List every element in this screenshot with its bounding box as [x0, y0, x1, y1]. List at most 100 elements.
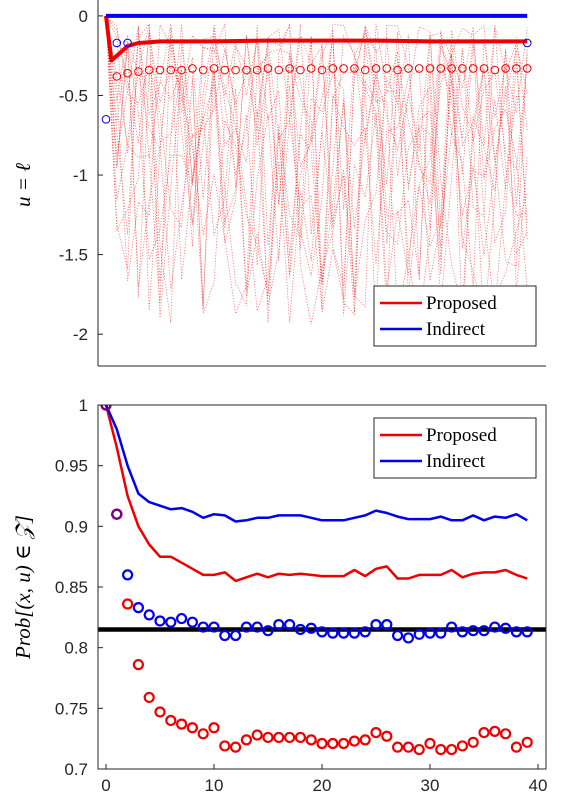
bottom-indirect-markers-marker — [240, 621, 252, 633]
bottom-indirect-markers-marker — [294, 623, 306, 636]
top-proposed-markers-marker — [285, 64, 294, 73]
top-proposed-markers-marker — [436, 64, 446, 73]
bottom-proposed-markers-marker — [186, 722, 198, 734]
top-proposed-markers-marker — [371, 64, 381, 73]
top-y-tick-label: 0 — [79, 7, 88, 26]
bottom-y-tick-label: 1 — [79, 396, 88, 415]
bottom-x-tick-label: 40 — [529, 776, 548, 795]
bottom-proposed-markers-marker — [284, 731, 296, 744]
bottom-indirect-markers-marker — [348, 627, 360, 639]
bottom-indirect-markers-marker — [370, 619, 382, 631]
top-proposed-markers-marker — [317, 65, 327, 75]
bottom-x-tick-label: 20 — [313, 776, 332, 795]
top-indirect-markers-marker — [522, 38, 532, 48]
top-proposed-markers-marker — [263, 64, 273, 73]
bottom-proposed-markers-marker — [456, 740, 468, 752]
bottom-indirect-markers-marker — [402, 632, 414, 644]
top-legend-label-indirect: Indirect — [426, 319, 486, 340]
top-proposed-markers-marker — [458, 64, 467, 73]
top-axes: 0 -0.5 -1 -1.5 -2 — [59, 0, 546, 367]
top-proposed-markers-marker — [231, 65, 240, 75]
bottom-proposed-markers-marker — [446, 743, 458, 756]
bottom-proposed-markers-marker — [381, 730, 393, 742]
bottom-indirect-markers-marker — [489, 621, 501, 633]
bottom-proposed-markers-marker — [327, 737, 339, 750]
top-legend: Proposed Indirect — [373, 285, 537, 347]
sample-trajectory-line — [105, 15, 528, 305]
bottom-legend-box — [373, 417, 537, 479]
bottom-indirect-markers-marker — [176, 612, 188, 625]
top-proposed-markers-marker — [339, 64, 348, 73]
bottom-y-tick-label: 0.7 — [64, 760, 88, 779]
bottom-x-tick-label: 10 — [205, 776, 224, 795]
top-y-tick-label: -1 — [73, 166, 88, 185]
top-proposed-markers-marker — [123, 68, 132, 78]
bottom-proposed-markers-marker — [392, 741, 404, 753]
bottom-y-tick-label: 0.85 — [55, 578, 88, 597]
bottom-proposed-markers-marker — [219, 740, 231, 752]
top-proposed-line — [104, 15, 528, 63]
bottom-overlap-markers-marker — [111, 508, 123, 520]
bottom-proposed-markers-marker — [154, 706, 166, 718]
bottom-proposed-markers-marker — [294, 731, 306, 744]
bottom-indirect-markers-marker — [316, 626, 328, 638]
bottom-indirect-markers-marker — [197, 621, 209, 633]
bottom-indirect-markers-marker — [230, 629, 242, 642]
bottom-proposed-markers-marker — [370, 726, 382, 739]
bottom-indirect-markers-marker — [165, 616, 177, 628]
top-proposed-markers-marker — [425, 64, 435, 73]
bottom-indirect-markers-marker — [143, 609, 155, 621]
bottom-proposed-markers-marker — [262, 731, 274, 744]
bottom-y-axis-label: Prob[(x, u) ∈ 𝒵] — [11, 515, 35, 660]
bottom-proposed-markers-marker — [143, 691, 155, 704]
top-proposed-markers-marker — [360, 65, 370, 75]
bottom-indirect-markers-marker — [251, 621, 263, 633]
proposed-sample-trajectories — [105, 15, 528, 326]
top-indirect-markers-marker — [123, 38, 132, 48]
top-proposed-markers-marker — [501, 64, 510, 73]
bottom-proposed-markers-marker — [305, 734, 317, 746]
bottom-proposed-markers-marker — [165, 714, 177, 727]
top-proposed-markers-marker — [274, 65, 284, 75]
sample-trajectory-line — [105, 15, 528, 321]
bottom-proposed-markers-marker — [348, 735, 360, 747]
bottom-series — [98, 405, 546, 756]
top-proposed-markers-marker — [479, 64, 489, 73]
top-proposed-markers-marker — [404, 64, 413, 73]
sample-trajectory-line — [105, 15, 528, 315]
top-proposed-markers-marker — [296, 65, 305, 75]
bottom-proposed-markers-marker — [132, 659, 144, 671]
top-proposed-markers-marker — [447, 64, 456, 73]
bottom-indirect-markers-marker — [132, 602, 144, 614]
bottom-proposed-markers-marker — [359, 734, 371, 746]
bottom-legend: Proposed Indirect — [373, 417, 537, 479]
bottom-proposed-markers-marker — [500, 728, 512, 740]
bottom-indirect-markers-marker — [392, 629, 404, 642]
bottom-indirect-markers-marker — [446, 621, 458, 633]
bottom-proposed-markers-marker — [197, 728, 209, 740]
bottom-indirect-markers-marker — [510, 626, 523, 638]
bottom-proposed-markers-marker — [510, 741, 523, 753]
bottom-indirect-markers-marker — [456, 626, 468, 638]
top-indirect-markers-marker — [112, 38, 122, 48]
top-proposed-markers-marker — [350, 64, 359, 73]
sample-trajectory-line — [105, 15, 528, 323]
top-proposed-markers-marker — [220, 65, 230, 75]
top-proposed-markers-marker — [198, 65, 208, 75]
bottom-x-tick-label: 30 — [421, 776, 440, 795]
top-y-axis-label: u = ℓ — [11, 163, 35, 207]
bottom-indirect-markers-marker — [338, 627, 350, 639]
bottom-x-tick-label: 0 — [101, 776, 110, 795]
bottom-proposed-markers-marker — [273, 731, 285, 744]
top-proposed-markers-marker — [112, 72, 122, 81]
bottom-proposed-markers-marker — [316, 737, 328, 750]
top-proposed-markers-marker — [328, 64, 338, 73]
bottom-y-tick-label: 0.8 — [64, 639, 88, 658]
top-proposed-markers-marker — [490, 65, 500, 75]
bottom-proposed-markers-marker — [478, 726, 490, 739]
bottom-indirect-markers-marker — [467, 625, 479, 637]
bottom-overlap-markers-marker — [100, 405, 112, 411]
bottom-proposed-markers-marker — [176, 718, 188, 730]
bottom-proposed-markers-marker — [240, 734, 252, 746]
